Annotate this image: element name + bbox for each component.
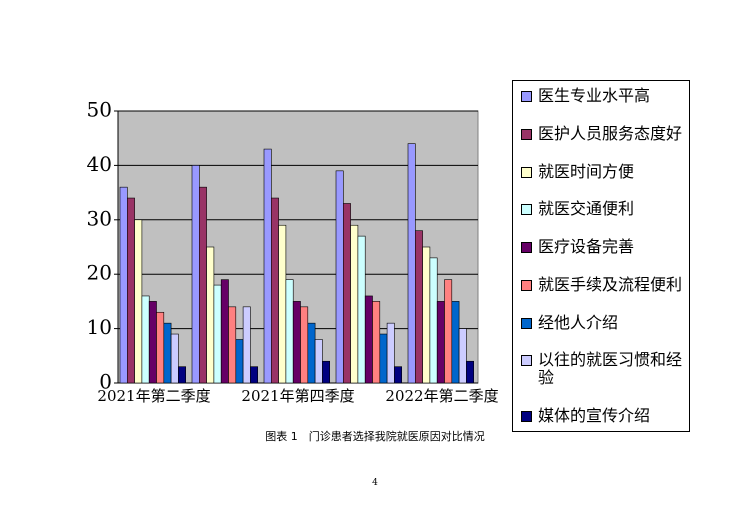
legend-item: 医生专业水平高 [517, 87, 685, 105]
legend-swatch [521, 317, 532, 329]
legend-label: 以往的就医习惯和经验 [538, 350, 683, 388]
bar [429, 257, 438, 384]
legend-swatch [521, 242, 532, 253]
legend-item: 医护人员服务态度好 [517, 123, 685, 143]
legend-label: 医疗设备完善 [538, 237, 635, 256]
legend-item: 就医时间方便 [517, 161, 685, 181]
legend-swatch [521, 128, 532, 140]
legend-item: 以往的就医习惯和经验 [517, 351, 685, 387]
bar [444, 279, 453, 384]
legend-swatch [521, 279, 532, 291]
bar [414, 230, 423, 384]
bar [278, 224, 287, 384]
legend-label: 医护人员服务态度好 [538, 123, 683, 143]
legend-item: 就医手续及流程便利 [517, 274, 685, 294]
bar [422, 246, 431, 384]
bar [250, 366, 258, 384]
legend-label: 就医时间方便 [538, 161, 635, 181]
bar [148, 301, 157, 384]
bar [285, 279, 294, 384]
legend-label: 就医手续及流程便利 [538, 274, 683, 294]
legend-swatch [521, 355, 532, 367]
bar [372, 301, 381, 384]
y-tick-label: 0 [99, 370, 112, 394]
legend-item: 就医交通便利 [517, 200, 685, 218]
legend-item: 医疗设备完善 [517, 238, 685, 256]
bar [141, 295, 150, 384]
bar [364, 295, 373, 384]
legend-label: 就医交通便利 [538, 199, 635, 219]
bar [436, 301, 445, 384]
bar [458, 328, 467, 384]
x-tick-label: 2021年第二季度 [97, 387, 210, 405]
bar [322, 360, 330, 384]
bar [263, 148, 272, 384]
bar [134, 219, 143, 384]
caption: 图表 1 门诊患者选择我院就医原因对比情况 [265, 430, 485, 443]
page-number: 4 [372, 478, 378, 488]
bar [314, 339, 323, 384]
bar [235, 339, 244, 384]
bar [292, 301, 301, 384]
x-tick-label: 2022年第二季度 [385, 387, 498, 405]
bar [220, 279, 229, 384]
legend: 医生专业水平高医护人员服务态度好 就医时间方便 就医交通便利 医疗设备完善就医手续及流… [512, 80, 690, 432]
bar [357, 235, 366, 384]
legend-label: 经他人介绍 [538, 312, 619, 332]
chart: 0 10 20 30 40 50 2021年第二季度 2021年第四季度 2022年第二季度 [87, 98, 499, 406]
legend-label: 媒体的宣传介绍 [538, 406, 651, 425]
bar [300, 306, 309, 384]
bar [242, 306, 251, 384]
legend-item: 经他人介绍 [517, 312, 685, 332]
bar [127, 197, 135, 384]
bar [342, 203, 351, 384]
legend-swatch [521, 411, 532, 422]
bar [394, 366, 402, 384]
legend-label: 医生专业水平高 [538, 86, 651, 105]
bar [119, 186, 128, 384]
y-tick-label: 20 [87, 261, 112, 285]
bar [335, 170, 344, 384]
bar [307, 322, 316, 384]
bar [206, 246, 215, 384]
bar [451, 301, 460, 384]
legend-item: 媒体的宣传介绍 [517, 407, 685, 425]
bar [170, 333, 179, 384]
x-tick-label: 2021年第四季度 [241, 387, 354, 405]
y-tick-label: 40 [87, 152, 112, 176]
bar [163, 322, 172, 384]
bar [191, 165, 200, 384]
bar [270, 197, 279, 384]
bar [199, 186, 207, 384]
bar [178, 366, 186, 384]
bar [407, 143, 416, 384]
bar [466, 360, 474, 384]
bar [386, 322, 395, 384]
legend-swatch [521, 166, 532, 178]
bar [350, 224, 359, 384]
legend-swatch [521, 204, 532, 216]
y-tick-label: 10 [87, 315, 112, 339]
legend-swatch [521, 91, 532, 102]
y-tick-label: 30 [87, 206, 112, 230]
y-tick-label: 50 [87, 98, 112, 122]
bar [156, 311, 165, 384]
bar [213, 284, 222, 384]
bar [379, 333, 388, 384]
bar [228, 306, 237, 384]
